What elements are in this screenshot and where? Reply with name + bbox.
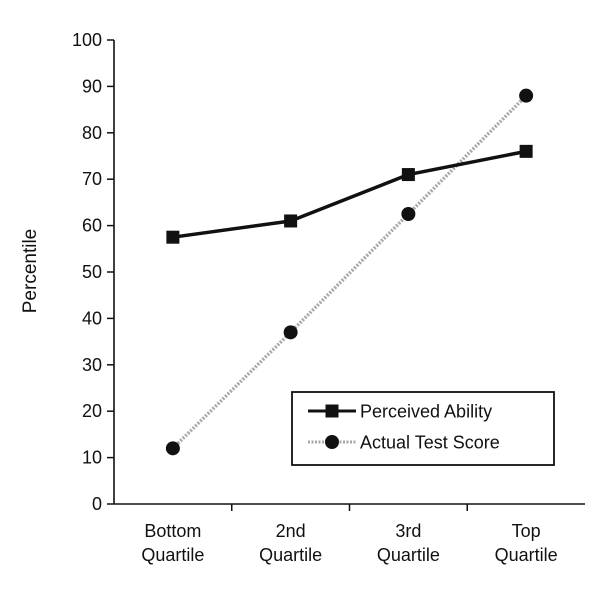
- y-tick-label: 50: [82, 262, 102, 282]
- series-line: [172, 149, 527, 239]
- series-actual-test-score: [165, 88, 534, 456]
- legend-label: Perceived Ability: [360, 402, 492, 422]
- y-tick-label: 100: [72, 30, 102, 50]
- y-tick-label: 60: [82, 216, 102, 236]
- y-axis-ticks: 0 10 20 30 40 50 60 70 80 90 100: [72, 30, 114, 514]
- legend-swatch-marker: [325, 435, 339, 449]
- series-perceived-ability: [166, 144, 533, 244]
- series-line: [171, 94, 528, 450]
- y-tick-label: 10: [82, 448, 102, 468]
- data-point: [166, 230, 180, 244]
- series-layer: [165, 88, 534, 456]
- x-tick-label: 3rd Quartile: [377, 521, 440, 565]
- y-tick-label: 90: [82, 76, 102, 96]
- y-tick-label: 30: [82, 355, 102, 375]
- x-tick-label: Top Quartile: [495, 521, 558, 565]
- x-axis-ticks: Bottom Quartile 2nd Quartile 3rd Quartile Top Q…: [141, 504, 558, 565]
- data-point: [284, 214, 298, 228]
- data-point: [283, 325, 298, 340]
- x-tick-label: 2nd Quartile: [259, 521, 322, 565]
- legend-swatch-marker: [325, 404, 339, 418]
- y-tick-label: 0: [92, 494, 102, 514]
- data-point: [519, 144, 533, 158]
- data-point: [401, 168, 415, 182]
- data-point: [401, 207, 416, 221]
- data-point: [519, 88, 534, 103]
- y-tick-label: 20: [82, 401, 102, 421]
- y-tick-label: 70: [82, 169, 102, 189]
- data-point: [165, 441, 180, 456]
- x-tick-label: Bottom Quartile: [141, 521, 204, 565]
- legend-label: Actual Test Score: [360, 433, 500, 453]
- legend: Perceived Ability Actual Test Score: [291, 391, 555, 466]
- legend-box: [291, 391, 555, 466]
- y-axis-title: Percentile: [20, 229, 41, 314]
- y-tick-label: 40: [82, 308, 102, 328]
- y-tick-label: 80: [82, 123, 102, 143]
